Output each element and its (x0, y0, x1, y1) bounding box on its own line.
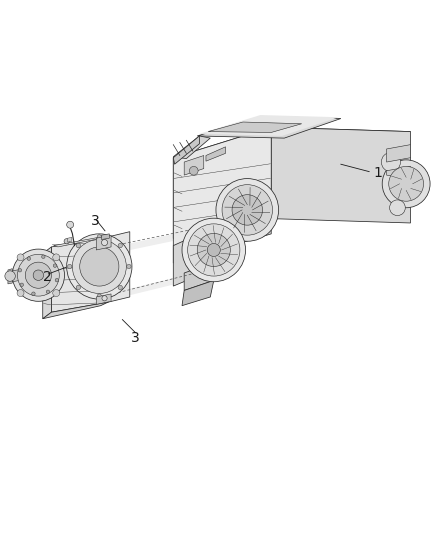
Circle shape (118, 285, 122, 289)
Polygon shape (173, 136, 199, 164)
Polygon shape (43, 302, 108, 319)
Polygon shape (182, 280, 214, 305)
Polygon shape (96, 235, 111, 250)
Polygon shape (67, 237, 72, 242)
Circle shape (232, 195, 262, 225)
Circle shape (189, 166, 198, 175)
Polygon shape (173, 158, 184, 246)
Polygon shape (173, 127, 271, 249)
Polygon shape (96, 294, 111, 304)
Circle shape (25, 262, 51, 288)
Circle shape (207, 244, 220, 256)
Circle shape (42, 255, 45, 259)
Circle shape (182, 218, 246, 282)
Polygon shape (206, 147, 226, 161)
Polygon shape (387, 166, 410, 180)
Circle shape (18, 269, 21, 272)
Circle shape (197, 233, 230, 266)
Polygon shape (173, 234, 199, 286)
Circle shape (76, 244, 81, 248)
Circle shape (46, 290, 49, 294)
Circle shape (67, 264, 72, 269)
Circle shape (5, 271, 15, 281)
Polygon shape (173, 136, 210, 158)
Polygon shape (8, 269, 12, 284)
Polygon shape (108, 232, 130, 302)
Circle shape (127, 264, 131, 269)
Circle shape (12, 249, 64, 301)
Text: 3: 3 (91, 214, 99, 228)
Polygon shape (173, 219, 271, 263)
Circle shape (102, 296, 107, 301)
Polygon shape (208, 122, 302, 133)
Circle shape (18, 254, 59, 296)
Polygon shape (114, 262, 239, 299)
Text: 2: 2 (43, 270, 52, 285)
Circle shape (67, 234, 132, 299)
Polygon shape (197, 116, 341, 138)
Circle shape (53, 264, 57, 268)
Polygon shape (114, 220, 239, 254)
Circle shape (67, 221, 74, 228)
Polygon shape (271, 127, 410, 223)
Circle shape (53, 289, 60, 296)
Circle shape (17, 254, 24, 261)
Circle shape (27, 257, 31, 260)
Circle shape (76, 285, 81, 289)
Circle shape (32, 292, 35, 295)
Text: 3: 3 (131, 332, 140, 345)
Polygon shape (12, 270, 20, 282)
Circle shape (64, 239, 69, 244)
Text: 1: 1 (374, 166, 382, 180)
Circle shape (53, 254, 60, 261)
Circle shape (382, 160, 430, 208)
Circle shape (216, 179, 279, 241)
Circle shape (97, 235, 102, 239)
Polygon shape (173, 127, 410, 162)
Circle shape (187, 224, 240, 276)
Circle shape (17, 289, 24, 296)
Polygon shape (199, 115, 339, 136)
Polygon shape (102, 234, 110, 239)
Polygon shape (184, 156, 204, 175)
Polygon shape (387, 144, 410, 162)
Circle shape (72, 239, 126, 294)
Circle shape (381, 152, 400, 172)
Circle shape (102, 239, 108, 246)
Polygon shape (53, 236, 108, 247)
Circle shape (33, 270, 44, 280)
Circle shape (118, 244, 122, 248)
Circle shape (222, 184, 272, 235)
Circle shape (80, 247, 119, 286)
Circle shape (389, 166, 424, 201)
Circle shape (20, 283, 24, 287)
Polygon shape (43, 247, 51, 319)
Circle shape (55, 278, 59, 282)
Circle shape (390, 200, 405, 215)
Polygon shape (51, 237, 108, 312)
Circle shape (97, 294, 102, 298)
Polygon shape (184, 262, 214, 290)
